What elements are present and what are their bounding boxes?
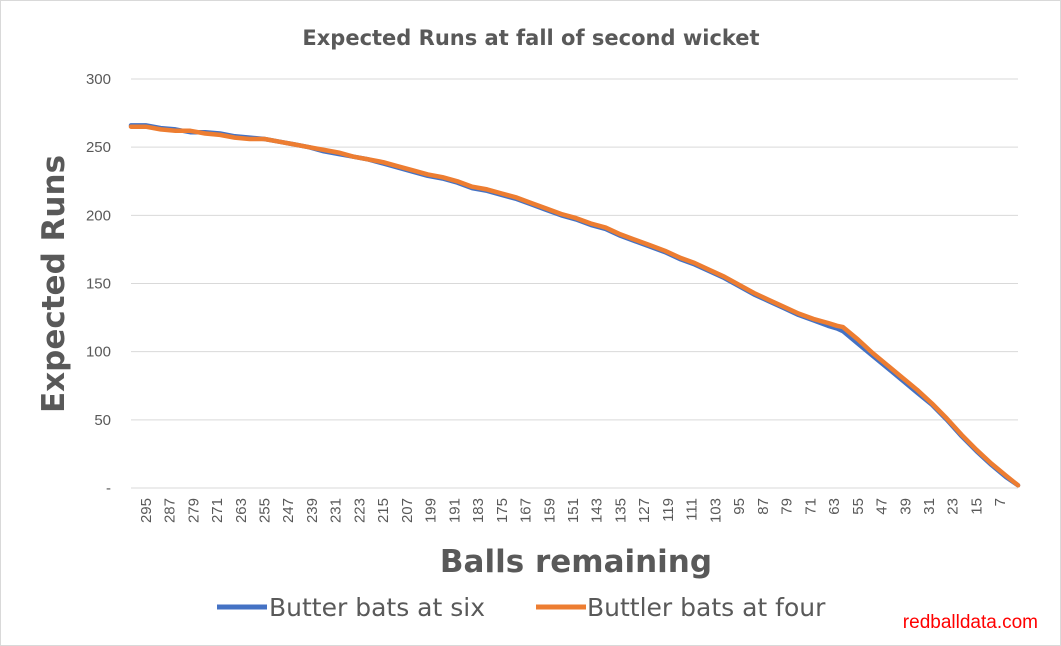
- grid-lines: [131, 78, 1018, 489]
- y-tick-label: 100: [86, 344, 111, 361]
- series-line-1: [128, 123, 1021, 488]
- x-tick-label: 39: [897, 498, 914, 515]
- x-tick-label: 103: [707, 498, 724, 523]
- x-tick-label: 223: [351, 498, 368, 523]
- x-tick-label: 135: [612, 498, 629, 523]
- x-tick-label: 183: [470, 498, 487, 523]
- x-tick-label: 239: [304, 498, 321, 523]
- x-tick-label: 79: [779, 498, 796, 515]
- legend-label-2: Buttler bats at four: [587, 593, 826, 622]
- x-tick-label: 23: [945, 498, 962, 515]
- x-tick-label: 15: [968, 498, 985, 515]
- y-tick-label: 250: [86, 139, 111, 156]
- x-tick-label: 191: [446, 498, 463, 523]
- x-tick-label: 31: [921, 498, 938, 515]
- series-line-2: [128, 124, 1021, 488]
- x-tick-label: 255: [256, 498, 273, 523]
- legend: Butter bats at six Buttler bats at four: [217, 593, 826, 622]
- x-tick-label: 71: [802, 498, 819, 515]
- x-tick-label: 55: [850, 498, 867, 515]
- x-tick-label: 119: [660, 498, 677, 522]
- x-tick-label: 167: [518, 498, 535, 523]
- y-tick-label: 50: [94, 412, 111, 429]
- x-tick-label: 63: [826, 498, 843, 515]
- y-tick-labels: - 50 100 150 200 250 300: [86, 71, 111, 497]
- x-tick-label: 215: [375, 498, 392, 523]
- x-tick-label: 159: [541, 498, 558, 523]
- legend-label-1: Butter bats at six: [269, 593, 485, 622]
- y-tick-label: 300: [86, 71, 111, 88]
- x-tick-label: 7: [992, 498, 1009, 506]
- x-tick-label: 295: [138, 498, 155, 523]
- x-tick-label: 271: [209, 498, 226, 523]
- x-tick-label: 111: [684, 498, 701, 521]
- series-lines: [128, 123, 1021, 488]
- x-tick-label: 263: [233, 498, 250, 523]
- y-tick-label: 150: [86, 276, 111, 293]
- y-axis-title: Expected Runs: [36, 155, 72, 413]
- x-axis-title: Balls remaining: [440, 544, 712, 580]
- x-tick-label: 87: [755, 498, 772, 515]
- y-tick-label: 200: [86, 207, 111, 224]
- y-tick-label: -: [106, 480, 111, 497]
- x-tick-label: 207: [399, 498, 416, 523]
- x-tick-label: 175: [494, 498, 511, 523]
- x-tick-label: 247: [280, 498, 297, 523]
- x-tick-label: 95: [731, 498, 748, 515]
- watermark: redballdata.com: [903, 612, 1038, 633]
- x-tick-label: 287: [162, 498, 179, 523]
- x-tick-labels: 295 287 279 271 263 255 247 239 231 223 215 207 199 1…: [138, 498, 1009, 523]
- x-tick-label: 151: [565, 498, 582, 523]
- chart-title: Expected Runs at fall of second wicket: [302, 26, 759, 50]
- x-tick-label: 279: [185, 498, 202, 523]
- x-tick-label: 143: [589, 498, 606, 523]
- x-tick-label: 231: [328, 498, 345, 523]
- x-tick-label: 127: [636, 498, 653, 523]
- x-tick-label: 199: [423, 498, 440, 523]
- x-tick-label: 47: [874, 498, 891, 515]
